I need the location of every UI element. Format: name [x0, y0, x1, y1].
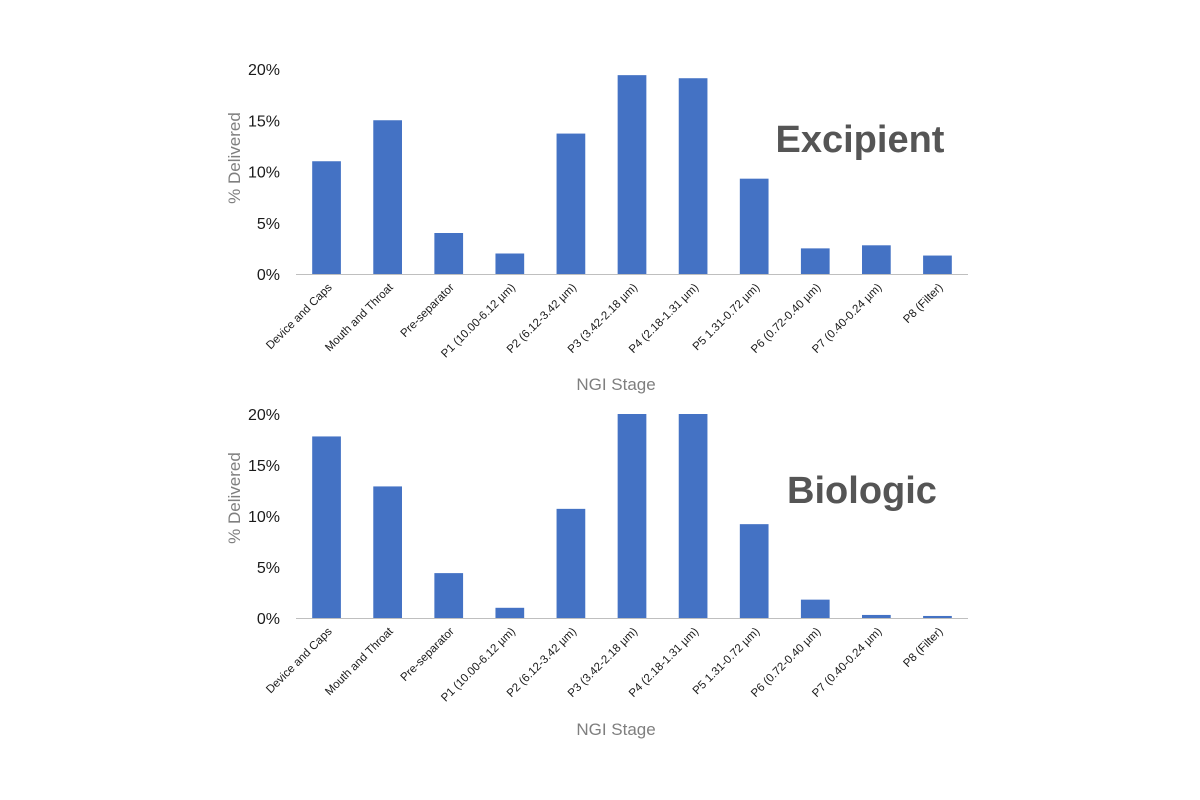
- panel-label: Excipient: [776, 119, 945, 161]
- bar: [800, 599, 830, 618]
- y-tick-label: 10%: [248, 165, 280, 182]
- bar: [617, 75, 647, 275]
- bar: [678, 414, 708, 618]
- x-tick-label: P8 (Filter): [901, 282, 945, 326]
- x-tick-label: P5 1.31-0.72 µm): [691, 626, 763, 698]
- y-axis-title: % Delivered: [225, 452, 244, 544]
- y-tick-label: 20%: [248, 62, 280, 79]
- y-tick-label: 15%: [248, 113, 280, 130]
- bar: [495, 607, 525, 618]
- bar: [495, 253, 525, 274]
- bar: [312, 436, 341, 618]
- bar: [556, 133, 586, 274]
- bar: [373, 486, 402, 618]
- x-axis-title: NGI Stage: [576, 720, 655, 739]
- x-tick-label: Pre-separator: [399, 626, 457, 684]
- y-tick-label: 0%: [257, 267, 280, 284]
- bar: [862, 614, 891, 618]
- panel-label: Biologic: [787, 470, 937, 512]
- x-tick-label: Mouth and Throat: [323, 281, 396, 354]
- y-tick-label: 5%: [257, 216, 280, 233]
- bar: [434, 233, 464, 274]
- bar: [678, 78, 708, 274]
- x-axis-title: NGI Stage: [576, 375, 655, 394]
- x-tick-label: P7 (0.40-0.24 µm): [810, 626, 884, 700]
- y-tick-label: 20%: [248, 407, 280, 424]
- bar: [862, 245, 891, 274]
- x-tick-label: P8 (Filter): [901, 626, 945, 670]
- y-tick-label: 5%: [257, 560, 280, 577]
- x-tick-label: P7 (0.40-0.24 µm): [810, 282, 884, 356]
- y-tick-label: 15%: [248, 458, 280, 475]
- bar: [373, 120, 402, 274]
- bar: [739, 524, 769, 618]
- bar: [617, 414, 647, 618]
- bar: [556, 508, 586, 618]
- bar: [923, 255, 952, 274]
- x-tick-label: Mouth and Throat: [323, 625, 396, 698]
- x-tick-label: Pre-separator: [399, 282, 457, 340]
- y-tick-label: 10%: [248, 509, 280, 526]
- x-tick-label: Device and Caps: [264, 281, 335, 352]
- bar: [739, 178, 769, 274]
- bar: [923, 615, 952, 618]
- bar: [434, 573, 464, 618]
- y-axis-title: % Delivered: [225, 112, 244, 204]
- bar: [800, 248, 830, 274]
- y-tick-label: 0%: [257, 611, 280, 628]
- x-tick-label: Device and Caps: [264, 625, 335, 696]
- bar: [312, 161, 341, 274]
- x-tick-label: P5 1.31-0.72 µm): [691, 282, 763, 354]
